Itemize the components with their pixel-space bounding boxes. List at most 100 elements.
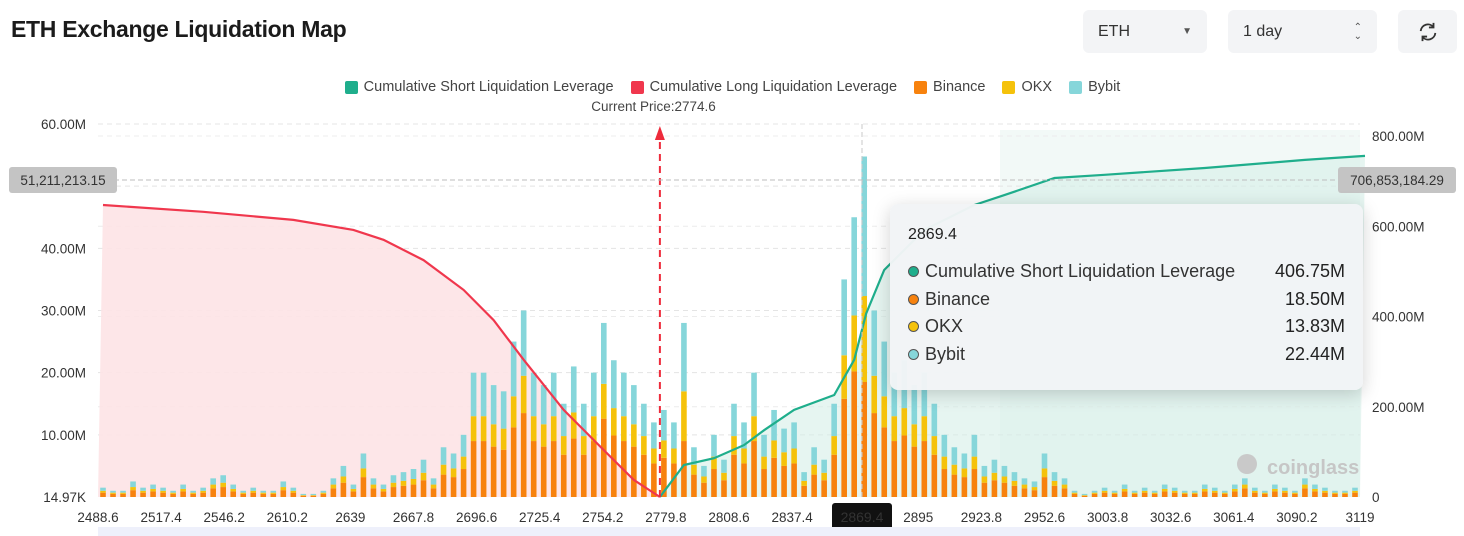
bar-okx (1101, 490, 1108, 493)
bar-binance (1101, 492, 1108, 497)
tooltip-value: 22.44M (1284, 343, 1345, 364)
bar-bybit (911, 385, 918, 425)
bar-binance (751, 441, 757, 497)
bar-bybit (1131, 490, 1138, 493)
bar-okx (230, 488, 237, 492)
tooltip-value: 13.83M (1284, 316, 1345, 337)
bar-binance (881, 427, 888, 497)
bar-okx (651, 448, 657, 464)
tooltip-label: Bybit (925, 343, 966, 364)
current-price-arrow-icon (654, 126, 665, 140)
bar-okx (1091, 492, 1098, 494)
bar-okx (540, 424, 547, 447)
y-left-tick-label: 20.00M (41, 366, 86, 381)
bar-bybit (1282, 487, 1288, 491)
bar-bybit (110, 490, 116, 493)
legend-label: OKX (1021, 79, 1053, 95)
bar-okx (951, 464, 958, 475)
x-tick-label: 2779.8 (645, 510, 686, 525)
bar-bybit (601, 322, 607, 384)
bar-binance (400, 485, 407, 497)
bar-okx (1011, 480, 1018, 486)
bar-okx (1232, 488, 1238, 492)
bar-bybit (490, 385, 497, 425)
bar-okx (911, 424, 918, 447)
x-tick-label: 2837.4 (771, 510, 813, 525)
bar-bybit (1071, 490, 1078, 493)
bar-binance (1232, 491, 1238, 497)
bar-binance (320, 493, 327, 497)
legend-item[interactable]: Cumulative Short Liquidation Leverage (344, 79, 614, 95)
bar-binance (1332, 493, 1338, 497)
bar-bybit (130, 481, 136, 488)
bar-binance (781, 465, 787, 497)
bar-okx (150, 488, 156, 492)
bar-binance (1151, 493, 1158, 497)
bar-binance (430, 488, 437, 497)
bar-binance (661, 457, 667, 497)
bar-okx (1262, 492, 1268, 494)
bar-okx (140, 490, 146, 493)
y-left-tick-label: 10.00M (41, 428, 86, 443)
y-left-tick-label: 14.97K (43, 490, 86, 505)
bar-binance (1352, 492, 1358, 497)
bar-okx (1081, 495, 1088, 496)
bar-binance (1161, 491, 1168, 497)
up-down-chevron-icon: ⌃ ⌄ (1353, 21, 1362, 42)
bar-bybit (350, 484, 357, 489)
bar-okx (1191, 492, 1198, 494)
bar-binance (180, 491, 186, 497)
bar-okx (410, 478, 417, 485)
bar-binance (821, 480, 827, 497)
bar-bybit (821, 459, 827, 473)
bar-binance (771, 457, 777, 497)
legend-item[interactable]: Bybit (1069, 79, 1120, 95)
symbol-select[interactable]: ETH ▼ (1083, 10, 1207, 53)
bar-okx (580, 436, 587, 455)
range-select[interactable]: 1 day ⌃ ⌄ (1228, 10, 1377, 53)
bar-binance (350, 491, 357, 497)
bar-bybit (160, 487, 166, 491)
bar-bybit (951, 447, 958, 465)
y-right-tick-label: 400.00M (1372, 310, 1425, 325)
bar-binance (170, 493, 176, 497)
y-left-tick-label: 30.00M (41, 304, 86, 319)
legend-label: Cumulative Short Liquidation Leverage (363, 79, 614, 95)
bar-bybit (1161, 484, 1168, 489)
bar-binance (410, 484, 417, 497)
bar-okx (420, 472, 427, 481)
bar-binance (841, 398, 847, 497)
bar-okx (791, 448, 797, 464)
legend-item[interactable]: Binance (914, 79, 985, 95)
bar-okx (340, 476, 347, 483)
bar-binance (460, 469, 467, 497)
bar-binance (520, 413, 527, 497)
bar-okx (1312, 488, 1318, 492)
bar-okx (1161, 488, 1168, 492)
x-tick-label: 2610.2 (267, 510, 308, 525)
tooltip-row: Bybit 22.44M (908, 341, 1345, 369)
tooltip-value: 406.75M (1274, 261, 1345, 282)
bar-okx (1302, 484, 1308, 489)
zoom-slider[interactable] (98, 527, 1360, 536)
bar-bybit (440, 447, 447, 465)
bar-binance (1041, 477, 1048, 497)
tooltip-row: Binance 18.50M (908, 286, 1345, 314)
bar-bybit (430, 478, 437, 485)
legend-item[interactable]: OKX (1002, 79, 1052, 95)
bar-okx (510, 396, 517, 428)
bar-bybit (1121, 484, 1128, 489)
bar-bybit (210, 478, 216, 485)
bar-bybit (701, 465, 707, 477)
legend-item[interactable]: Cumulative Long Liquidation Leverage (630, 79, 897, 95)
bar-okx (300, 495, 307, 496)
bar-binance (601, 418, 607, 497)
bar-bybit (260, 490, 267, 493)
bar-okx (751, 416, 757, 442)
x-tick-label: 3061.4 (1213, 510, 1255, 525)
bar-binance (861, 381, 868, 497)
bar-bybit (1101, 487, 1108, 491)
refresh-button[interactable] (1398, 10, 1457, 53)
bar-okx (941, 456, 948, 470)
bar-bybit (1191, 490, 1198, 493)
